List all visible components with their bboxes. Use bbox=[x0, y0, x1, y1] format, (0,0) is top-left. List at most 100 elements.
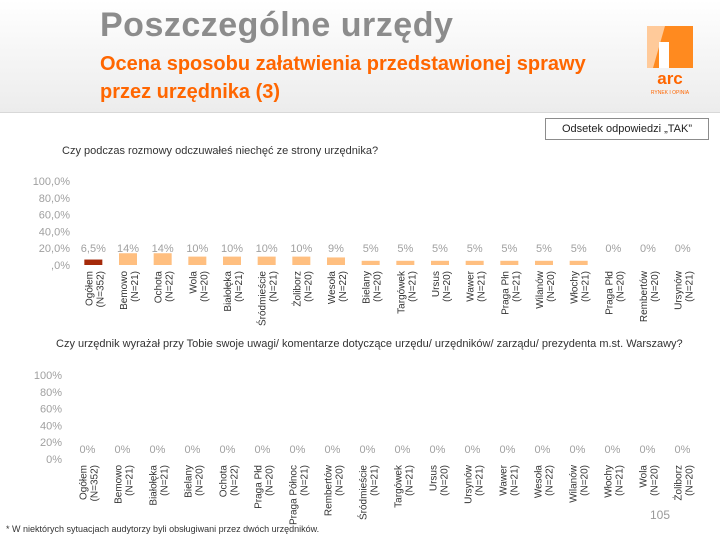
chart1-category-label: Wilanów(N=20) bbox=[535, 270, 557, 309]
category-name: Ochota bbox=[154, 271, 165, 304]
category-name: Ochota bbox=[219, 465, 230, 498]
chart1-category-label: Praga Płn(N=21) bbox=[500, 271, 522, 315]
chart2-value-label: 0% bbox=[255, 444, 271, 456]
chart1-category-label: Ursus(N=20) bbox=[431, 271, 453, 302]
chart2-value-label: 0% bbox=[325, 444, 341, 456]
category-n: (N=21) bbox=[125, 465, 136, 496]
chart1-bar bbox=[257, 256, 276, 265]
chart2: 100% 80% 60% 40% 20% 0% 0% Ogółem(N=352) 0% Bemow… bbox=[34, 370, 696, 525]
arc-logo: arc RYNEK I OPINIA bbox=[647, 26, 693, 96]
chart1-value-label: 5% bbox=[397, 243, 413, 255]
category-n: (N=20) bbox=[199, 271, 210, 302]
category-name: Ogółem bbox=[84, 271, 95, 306]
legend-label: Odsetek odpowiedzi „TAK” bbox=[545, 118, 709, 140]
category-name: Wesoła bbox=[327, 271, 338, 305]
chart1-category-label: Rembertów(N=20) bbox=[639, 270, 661, 322]
category-name: Śródmieście bbox=[256, 271, 269, 326]
chart1-value-label: 0% bbox=[675, 243, 691, 255]
chart2-category-label: Ursus(N=20) bbox=[429, 465, 451, 496]
chart1-question: Czy podczas rozmowy odczuwałeś niechęć z… bbox=[62, 145, 379, 157]
chart2-value-label: 0% bbox=[115, 444, 131, 456]
chart2-category-label: Bemowo(N=21) bbox=[114, 465, 136, 504]
chart1-category-label: Ogółem(N=352) bbox=[84, 271, 106, 307]
chart1-bar bbox=[327, 257, 345, 265]
page-number: 105 bbox=[650, 508, 671, 522]
chart1: 100,0%80,0%60,0%40,0%20,0%,0%6,5%Ogółem(… bbox=[33, 176, 696, 326]
category-name: Praga Płd bbox=[604, 271, 615, 315]
category-name: Włochy bbox=[570, 271, 581, 304]
chart1-bar bbox=[465, 260, 484, 265]
category-name: Bemowo bbox=[119, 271, 130, 310]
chart1-value-label: 5% bbox=[363, 243, 379, 255]
chart1-value-label: 6,5% bbox=[81, 243, 106, 255]
chart1-category-label: Ochota(N=22) bbox=[154, 271, 176, 304]
chart1-category-label: Wawer(N=21) bbox=[466, 270, 488, 302]
category-name: Rembertów bbox=[639, 270, 650, 322]
category-name: Włochy bbox=[604, 465, 615, 498]
category-n: (N=20) bbox=[615, 271, 626, 302]
chart1-value-label: 0% bbox=[605, 243, 621, 255]
category-n: (N=20) bbox=[265, 465, 276, 496]
category-n: (N=22) bbox=[165, 271, 176, 302]
chart1-value-label: 5% bbox=[571, 243, 587, 255]
chart1-value-label: 5% bbox=[467, 243, 483, 255]
chart1-bar bbox=[292, 256, 311, 265]
chart2-value-label: 0% bbox=[80, 444, 96, 456]
chart1-value-label: 5% bbox=[432, 243, 448, 255]
chart1-bar bbox=[188, 256, 207, 265]
chart2-value-label: 0% bbox=[570, 444, 586, 456]
chart1-category-label: Bemowo(N=21) bbox=[119, 271, 141, 310]
category-name: Wola bbox=[639, 465, 650, 488]
chart1-bar bbox=[396, 260, 415, 265]
chart1-ytick: 40,0% bbox=[39, 226, 70, 238]
chart2-value-label: 0% bbox=[430, 444, 446, 456]
category-name: Praga Północ bbox=[289, 465, 300, 525]
category-n: (N=22) bbox=[338, 271, 349, 302]
category-n: (N=20) bbox=[650, 465, 661, 496]
category-n: (N=21) bbox=[160, 465, 171, 496]
category-n: (N=21) bbox=[405, 465, 416, 496]
chart2-category-label: Śródmieście(N=21) bbox=[357, 465, 381, 520]
page-subtitle: Ocena sposobu załatwienia przedstawionej… bbox=[100, 53, 586, 103]
category-n: (N=20) bbox=[442, 271, 453, 302]
chart2-category-label: Bielany(N=20) bbox=[184, 465, 206, 498]
chart1-value-label: 10% bbox=[290, 243, 312, 255]
category-name: Bielany bbox=[184, 465, 195, 498]
chart2-value-label: 0% bbox=[465, 444, 481, 456]
category-n: (N=20) bbox=[685, 465, 696, 496]
chart1-value-label: 14% bbox=[117, 243, 139, 255]
header-background bbox=[0, 0, 720, 113]
category-n: (N=21) bbox=[130, 271, 141, 302]
category-n: (N=21) bbox=[581, 271, 592, 302]
chart1-value-label: 0% bbox=[640, 243, 656, 255]
category-name: Praga Płd bbox=[254, 465, 265, 509]
chart1-bar bbox=[361, 260, 380, 265]
chart1-value-label: 10% bbox=[221, 243, 243, 255]
category-n: (N=352) bbox=[95, 271, 106, 307]
chart1-ytick: 100,0% bbox=[33, 176, 71, 188]
category-n: (N=20) bbox=[650, 271, 661, 302]
category-n: (N=21) bbox=[407, 271, 418, 302]
chart2-category-label: Wola(N=20) bbox=[639, 465, 661, 496]
category-n: (N=21) bbox=[234, 271, 245, 302]
chart2-value-label: 0% bbox=[675, 444, 691, 456]
category-name: Bemowo bbox=[114, 465, 125, 504]
category-name: Wilanów bbox=[569, 464, 580, 503]
category-n: (N=21) bbox=[477, 271, 488, 302]
chart2-value-label: 0% bbox=[640, 444, 656, 456]
chart1-ytick: 60,0% bbox=[39, 210, 70, 222]
category-name: Ogółem bbox=[79, 465, 90, 500]
category-n: (N=20) bbox=[546, 271, 557, 302]
chart1-ytick: 80,0% bbox=[39, 193, 70, 205]
category-name: Ursynów bbox=[464, 464, 475, 504]
chart2-value-label: 0% bbox=[500, 444, 516, 456]
category-n: (N=21) bbox=[300, 465, 311, 496]
logo-stem bbox=[659, 42, 669, 68]
chart1-bar bbox=[431, 260, 449, 265]
chart2-ytick: 100% bbox=[34, 370, 62, 382]
category-name: Ursus bbox=[429, 465, 440, 491]
chart1-value-label: 5% bbox=[536, 243, 552, 255]
category-name: Białołęka bbox=[223, 271, 234, 312]
chart2-value-label: 0% bbox=[395, 444, 411, 456]
chart1-value-label: 9% bbox=[328, 243, 344, 255]
